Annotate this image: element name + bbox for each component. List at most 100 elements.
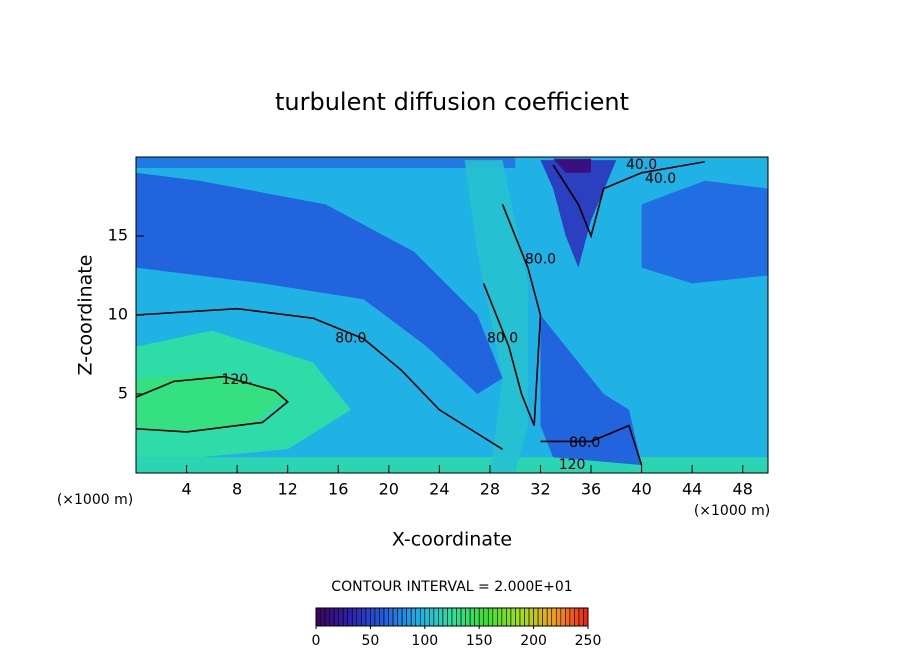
contour-label: 80.0 xyxy=(569,435,600,451)
contour-line xyxy=(482,204,542,426)
plot-area xyxy=(136,157,768,473)
colorbar-swatch xyxy=(528,607,534,627)
colorbar-tick-label: 200 xyxy=(520,633,547,649)
contour-line xyxy=(136,307,503,450)
colorbar-swatch xyxy=(419,607,426,627)
colorbar-swatch xyxy=(515,607,521,627)
colorbar-swatch xyxy=(351,607,358,627)
colorbar-swatch xyxy=(397,607,403,627)
colorbar-swatch xyxy=(433,607,439,627)
colorbar-swatch xyxy=(474,607,480,627)
colorbar-swatch xyxy=(415,607,421,627)
contour-label: 120. xyxy=(222,372,253,388)
colorbar-swatch xyxy=(460,607,466,627)
colorbar-swatch xyxy=(533,607,539,627)
filled-region xyxy=(136,172,503,394)
contour-label: 40.0 xyxy=(626,157,657,173)
colorbar-swatch xyxy=(320,607,326,627)
colorbar-swatch xyxy=(574,607,580,627)
contour-line xyxy=(136,375,289,433)
x-axis-title: X-coordinate xyxy=(392,529,512,551)
colorbar-tick-label: 50 xyxy=(361,633,379,649)
colorbar-swatch xyxy=(329,607,335,627)
colorbar-swatch xyxy=(510,607,516,627)
contour-label: 40.0 xyxy=(645,171,676,187)
x-tick-label: 24 xyxy=(429,480,449,499)
x-tick-label: 40 xyxy=(631,480,651,499)
colorbar-swatch xyxy=(347,607,353,627)
colorbar-swatch xyxy=(338,607,344,627)
x-tick-label: 20 xyxy=(379,480,399,499)
x-tick-label: 32 xyxy=(530,480,550,499)
colorbar-swatch xyxy=(333,607,339,627)
contour-label: 80.0 xyxy=(525,252,556,268)
colorbar-swatch xyxy=(388,607,394,627)
colorbar-swatch xyxy=(456,607,462,627)
filled-region xyxy=(540,160,617,268)
y-axis-title: Z-coordinate xyxy=(75,255,97,376)
x-tick-label: 8 xyxy=(232,480,242,499)
colorbar-swatch xyxy=(324,607,330,627)
colorbar-swatch xyxy=(379,607,385,627)
filled-region xyxy=(136,373,288,431)
colorbar-swatch xyxy=(537,607,543,627)
chart-title: turbulent diffusion coefficient xyxy=(275,88,629,116)
colorbar-swatch xyxy=(487,607,494,627)
contour-interval: CONTOUR INTERVAL = 2.000E+01 xyxy=(331,579,572,595)
colorbar-tick-label: 100 xyxy=(411,633,438,649)
contour-label: 80.0 xyxy=(335,331,366,347)
x-unit-right: (×1000 m) xyxy=(694,503,770,519)
colorbar-swatch xyxy=(392,607,398,627)
colorbar-swatch xyxy=(370,607,376,627)
colorbar-swatch xyxy=(519,607,525,627)
colorbar-swatch xyxy=(542,607,548,627)
colorbar-swatch xyxy=(551,607,557,627)
colorbar-swatch xyxy=(565,607,571,627)
colorbar-swatch xyxy=(583,607,589,627)
colorbar-tick-label: 250 xyxy=(575,633,602,649)
colorbar-swatch xyxy=(451,607,457,627)
colorbar-swatch xyxy=(465,607,471,627)
colorbar-swatch xyxy=(429,607,435,627)
colorbar-tick-label: 0 xyxy=(312,633,321,649)
x-tick-label: 36 xyxy=(581,480,601,499)
y-tick-label: 15 xyxy=(108,226,128,245)
filled-region xyxy=(540,315,642,466)
x-tick-label: 44 xyxy=(682,480,702,499)
colorbar-swatch xyxy=(361,607,367,627)
colorbar-swatch xyxy=(406,607,412,627)
x-tick-label: 28 xyxy=(480,480,500,499)
colorbar-swatch xyxy=(383,607,389,627)
colorbar-swatch xyxy=(483,607,489,627)
contour-label: 120 xyxy=(559,457,586,473)
contour-label: 80.0 xyxy=(487,331,518,347)
filled-region xyxy=(641,180,768,284)
colorbar-frame xyxy=(315,607,589,627)
x-tick-label: 4 xyxy=(181,480,191,499)
colorbar-swatch xyxy=(478,607,485,627)
colorbar-swatch xyxy=(342,607,349,627)
y-tick-label: 5 xyxy=(118,384,128,403)
colorbar-swatch xyxy=(374,607,380,627)
colorbar-swatch xyxy=(501,607,507,627)
colorbar-swatch xyxy=(524,607,530,627)
colorbar-swatch xyxy=(506,607,512,627)
colorbar-tick-label: 150 xyxy=(466,633,493,649)
colorbar-swatch xyxy=(555,607,562,627)
colorbar-swatch xyxy=(578,607,584,627)
colorbar-swatch xyxy=(410,607,417,627)
colorbar-swatch xyxy=(560,607,566,627)
x-tick-label: 12 xyxy=(278,480,298,499)
y-tick-label: 10 xyxy=(108,305,128,324)
colorbar-swatch xyxy=(356,607,362,627)
filled-region xyxy=(136,157,516,169)
x-tick-label: 48 xyxy=(733,480,753,499)
colorbar-swatch xyxy=(569,607,575,627)
colorbar-swatch xyxy=(315,607,321,627)
filled-region xyxy=(553,158,592,173)
colorbar-swatch xyxy=(546,607,553,627)
filled-region xyxy=(136,457,768,473)
colorbar-swatch xyxy=(424,607,430,627)
